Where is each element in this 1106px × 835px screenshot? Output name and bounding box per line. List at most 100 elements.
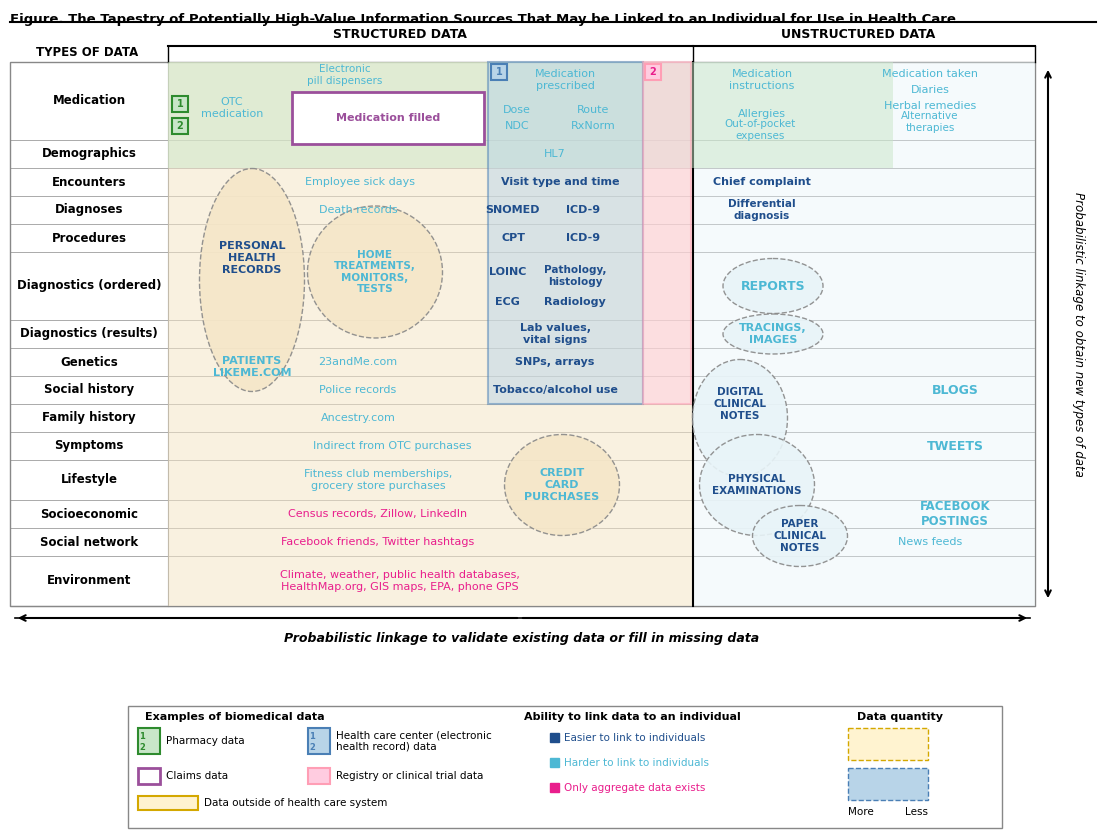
Text: Harder to link to individuals: Harder to link to individuals (564, 758, 709, 768)
Text: 23andMe.com: 23andMe.com (319, 357, 397, 367)
Bar (693, 62, 1035, 606)
Ellipse shape (723, 259, 823, 313)
Ellipse shape (699, 434, 814, 535)
Bar (848, 728, 928, 760)
Text: Pathology,
histology: Pathology, histology (544, 266, 606, 286)
Text: Data quantity: Data quantity (857, 712, 943, 722)
Bar (138, 768, 160, 784)
Text: RxNorm: RxNorm (571, 121, 615, 131)
Text: REPORTS: REPORTS (741, 280, 805, 292)
Bar (173, 118, 188, 134)
Text: CREDIT
CARD
PURCHASES: CREDIT CARD PURCHASES (524, 468, 599, 502)
Text: PATIENTS
LIKEME.COM: PATIENTS LIKEME.COM (212, 357, 291, 377)
Text: Medication taken: Medication taken (881, 69, 978, 79)
Text: Easier to link to individuals: Easier to link to individuals (564, 733, 706, 743)
Text: PERSONAL
HEALTH
RECORDS: PERSONAL HEALTH RECORDS (219, 241, 285, 275)
Text: Police records: Police records (320, 385, 397, 395)
Text: Registry or clinical trial data: Registry or clinical trial data (336, 771, 483, 781)
Bar (645, 64, 661, 80)
Text: 2: 2 (177, 121, 184, 131)
Text: 1: 1 (139, 732, 145, 741)
Text: Demographics: Demographics (42, 148, 136, 160)
Ellipse shape (723, 314, 823, 354)
Text: Family history: Family history (42, 412, 136, 424)
Text: Electronic
pill dispensers: Electronic pill dispensers (307, 64, 383, 86)
Bar (168, 62, 693, 168)
Bar (128, 706, 1002, 828)
Bar (307, 728, 330, 754)
Text: 2: 2 (649, 67, 656, 77)
Text: Social network: Social network (40, 535, 138, 549)
Text: TWEETS: TWEETS (927, 439, 983, 453)
Text: Encounters: Encounters (52, 175, 126, 189)
Text: LOINC: LOINC (489, 267, 526, 277)
Bar (550, 733, 559, 742)
Text: NDC: NDC (504, 121, 530, 131)
Text: STRUCTURED DATA: STRUCTURED DATA (333, 28, 467, 41)
Text: 2: 2 (139, 743, 145, 752)
Text: HL7: HL7 (544, 149, 566, 159)
Ellipse shape (504, 434, 619, 535)
Text: Medication
instructions: Medication instructions (729, 69, 795, 91)
Text: Census records, Zillow, LinkedIn: Census records, Zillow, LinkedIn (289, 509, 468, 519)
Text: 1: 1 (177, 99, 184, 109)
Ellipse shape (752, 505, 847, 566)
Text: 2: 2 (309, 743, 315, 752)
Ellipse shape (692, 360, 787, 477)
Bar (550, 783, 559, 792)
Text: Allergies: Allergies (738, 109, 786, 119)
Text: HOME
TREATMENTS,
MONITORS,
TESTS: HOME TREATMENTS, MONITORS, TESTS (334, 250, 416, 295)
Ellipse shape (199, 169, 304, 392)
Text: Ability to link data to an individual: Ability to link data to an individual (523, 712, 740, 722)
Bar (643, 62, 691, 404)
Text: News feeds: News feeds (898, 537, 962, 547)
Bar (292, 92, 484, 144)
Text: Radiology: Radiology (544, 297, 606, 307)
Bar (488, 62, 643, 404)
Text: ICD-9: ICD-9 (566, 233, 601, 243)
Text: PHYSICAL
EXAMINATIONS: PHYSICAL EXAMINATIONS (712, 474, 802, 496)
Text: Visit type and time: Visit type and time (501, 177, 619, 187)
Text: 1: 1 (495, 67, 502, 77)
Bar (168, 62, 693, 606)
Text: UNSTRUCTURED DATA: UNSTRUCTURED DATA (781, 28, 936, 41)
Text: PAPER
CLINICAL
NOTES: PAPER CLINICAL NOTES (773, 519, 826, 553)
Text: CPT: CPT (501, 233, 525, 243)
Text: Herbal remedies: Herbal remedies (884, 101, 977, 111)
Text: Out-of-pocket
expenses: Out-of-pocket expenses (724, 119, 795, 141)
Text: Social history: Social history (44, 383, 134, 397)
Bar (550, 758, 559, 767)
Text: Data outside of health care system: Data outside of health care system (204, 798, 387, 808)
Text: Alternative
therapies: Alternative therapies (901, 111, 959, 133)
Text: Probabilistic linkage to validate existing data or fill in missing data: Probabilistic linkage to validate existi… (284, 632, 760, 645)
Text: Tobacco/alcohol use: Tobacco/alcohol use (492, 385, 617, 395)
Text: TRACINGS,
IMAGES: TRACINGS, IMAGES (739, 323, 806, 345)
Bar (10, 62, 1035, 606)
Bar (491, 64, 507, 80)
Bar (138, 796, 198, 810)
Text: DIGITAL
CLINICAL
NOTES: DIGITAL CLINICAL NOTES (713, 387, 766, 421)
Text: Environment: Environment (46, 574, 132, 588)
Text: FACEBOOK
POSTINGS: FACEBOOK POSTINGS (920, 500, 990, 528)
Text: Pharmacy data: Pharmacy data (166, 736, 244, 746)
Text: Dose: Dose (503, 105, 531, 115)
Text: Only aggregate data exists: Only aggregate data exists (564, 783, 706, 793)
Text: Fitness club memberships,
grocery store purchases: Fitness club memberships, grocery store … (304, 469, 452, 491)
Text: SNOMED: SNOMED (486, 205, 540, 215)
Text: More: More (848, 807, 874, 817)
Text: SNPs, arrays: SNPs, arrays (515, 357, 595, 367)
Text: Claims data: Claims data (166, 771, 228, 781)
Text: Diagnoses: Diagnoses (55, 204, 123, 216)
Bar (307, 768, 330, 784)
Text: Examples of biomedical data: Examples of biomedical data (145, 712, 325, 722)
Text: Chief complaint: Chief complaint (713, 177, 811, 187)
Text: Medication filled: Medication filled (336, 113, 440, 123)
Text: Procedures: Procedures (52, 231, 126, 245)
Text: Ancestry.com: Ancestry.com (321, 413, 396, 423)
Text: ECG: ECG (494, 297, 520, 307)
Text: Socioeconomic: Socioeconomic (40, 508, 138, 520)
Text: Lab values,
vital signs: Lab values, vital signs (520, 323, 591, 345)
Bar (693, 62, 893, 168)
Text: Less: Less (905, 807, 928, 817)
Text: Medication: Medication (52, 94, 126, 108)
